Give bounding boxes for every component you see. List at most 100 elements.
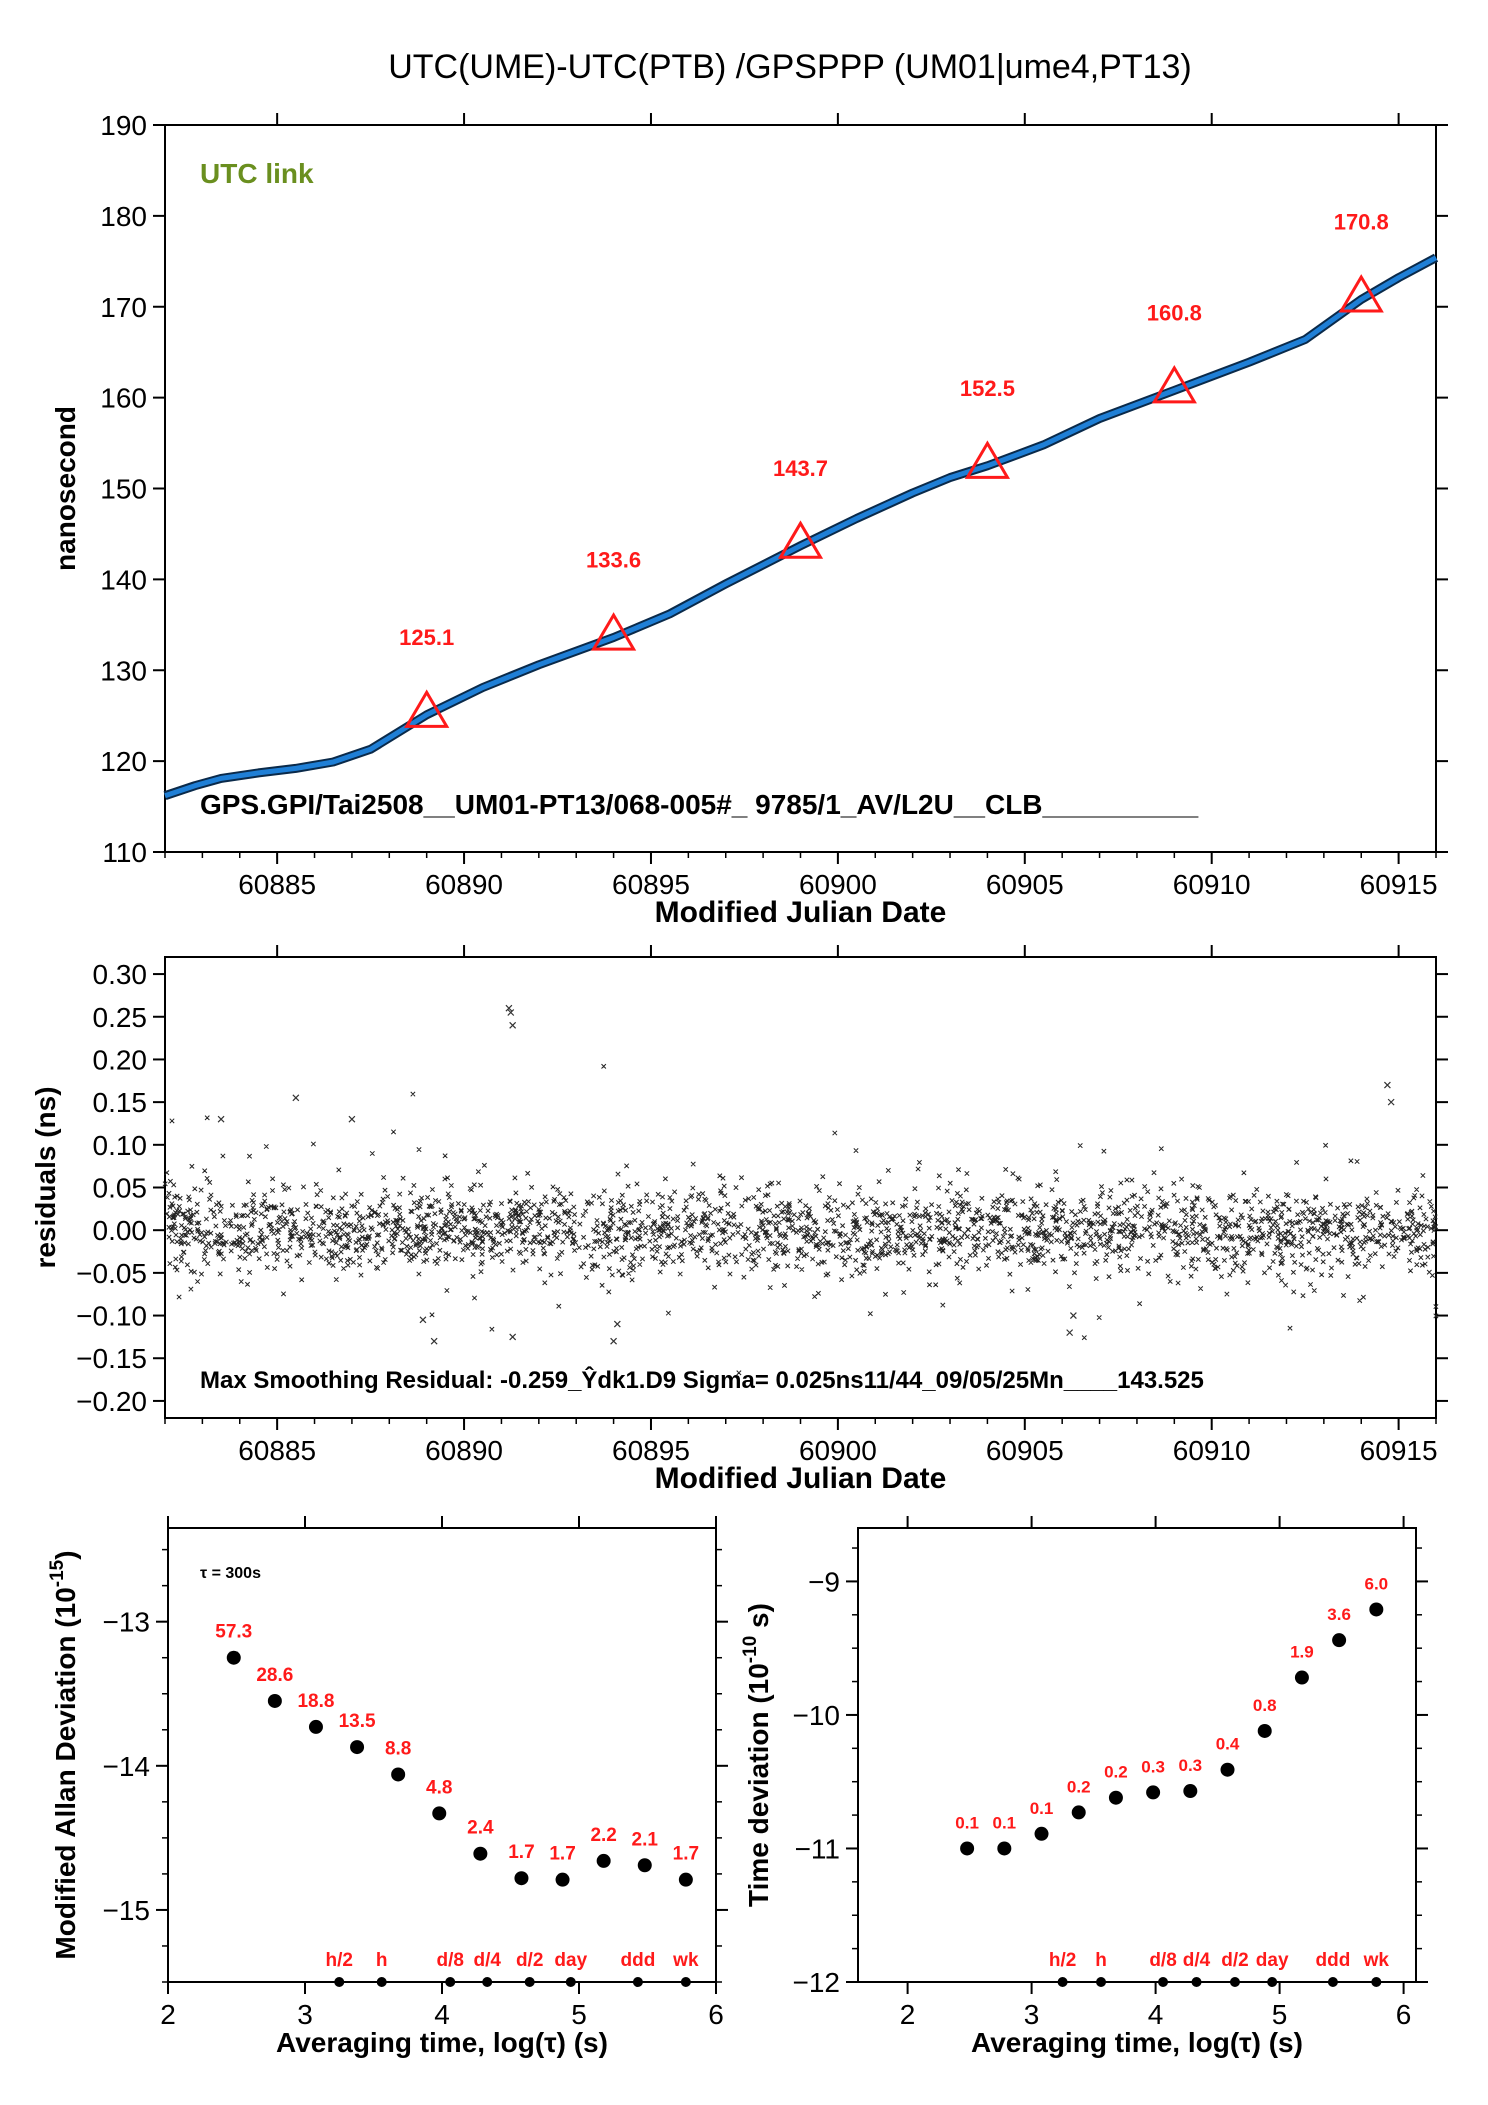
residuals-ytick-label: 0.20 bbox=[93, 1044, 148, 1075]
mdev-frame bbox=[167, 1527, 717, 1983]
offset-value-label: 152.5 bbox=[960, 376, 1015, 401]
mdev-point bbox=[350, 1740, 365, 1755]
mdev-interval-marker bbox=[524, 1977, 535, 1987]
tdev-point-label: 0.1 bbox=[1030, 1799, 1054, 1818]
offset-triangle-marker bbox=[964, 440, 1011, 479]
tdev-point bbox=[997, 1841, 1012, 1856]
offset-plot: 60885 60890 60895 60900 60905 60910 60915 110 12… bbox=[50, 110, 1448, 929]
mdev-interval-marker bbox=[482, 1977, 493, 1987]
tdev-xtick-label: 4 bbox=[1148, 1999, 1164, 2030]
mdev-point-label: 1.7 bbox=[549, 1844, 575, 1865]
tdev-interval-label: d/8 bbox=[1149, 1950, 1176, 1971]
mdev-interval-label: h/2 bbox=[326, 1950, 353, 1971]
tdev-point-label: 1.9 bbox=[1290, 1643, 1314, 1662]
residuals-footer-text: Max Smoothing Residual: -0.259_Ŷdk1.D9 S… bbox=[200, 1366, 1204, 1394]
mdev-xtick-label: 5 bbox=[571, 1999, 587, 2030]
residuals-outlier-point bbox=[507, 1009, 515, 1016]
tdev-xlabel: Averaging time, log(τ) (s) bbox=[971, 2027, 1303, 2058]
tdev-point bbox=[1369, 1602, 1384, 1617]
tdev-ylabel: Time deviation (10-10 s) bbox=[740, 1603, 774, 1907]
chart-title: UTC(UME)-UTC(PTB) /GPSPPP (UM01|ume4,PT1… bbox=[388, 48, 1192, 86]
residuals-ytick-label: 0.25 bbox=[93, 1002, 148, 1033]
residuals-ytick-label: 0.30 bbox=[93, 959, 148, 990]
tdev-point bbox=[1034, 1826, 1049, 1841]
tdev-ytick-label: −12 bbox=[793, 1967, 841, 1998]
tdev-interval-label: h bbox=[1095, 1950, 1107, 1971]
residuals-ytick-label: −0.05 bbox=[76, 1258, 147, 1289]
residuals-ytick-label: 0.10 bbox=[93, 1130, 148, 1161]
tdev-point-label: 3.6 bbox=[1327, 1605, 1351, 1624]
offset-xtick-label: 60915 bbox=[1360, 869, 1438, 900]
residuals-outlier-point bbox=[505, 1004, 513, 1012]
utc-link-label: UTC link bbox=[200, 158, 314, 189]
tdev-xtick-label: 5 bbox=[1272, 1999, 1288, 2030]
mdev-interval-marker bbox=[565, 1977, 576, 1987]
mdev-point bbox=[637, 1858, 652, 1873]
tdev-interval-label: d/2 bbox=[1221, 1950, 1248, 1971]
tdev-interval-marker bbox=[1267, 1977, 1278, 1987]
tdev-ylabel-close: s) bbox=[743, 1603, 774, 1636]
residuals-xtick-label: 60890 bbox=[425, 1435, 503, 1466]
residuals-outlier-point bbox=[509, 1333, 517, 1341]
mdev-ytick-label: −13 bbox=[103, 1607, 151, 1638]
tdev-point-label: 0.2 bbox=[1104, 1763, 1128, 1782]
offset-ytick-label: 180 bbox=[100, 201, 147, 232]
mdev-point bbox=[267, 1693, 282, 1708]
offset-ytick-label: 170 bbox=[100, 292, 147, 323]
residuals-outlier-point bbox=[1383, 1081, 1391, 1089]
tdev-plot: 2 3 4 5 6 −12 −11 −10 −9 Averaging time, log(τ) (… bbox=[740, 1516, 1428, 2058]
mdev-ylabel-exponent: -15 bbox=[47, 1559, 68, 1587]
offset-value-label: 160.8 bbox=[1147, 300, 1202, 325]
tdev-point bbox=[1183, 1784, 1198, 1799]
residuals-xlabel: Modified Julian Date bbox=[655, 1462, 947, 1495]
offset-triangle-marker bbox=[1338, 274, 1384, 313]
tdev-xtick-label: 2 bbox=[900, 1999, 916, 2030]
offset-ytick-label: 110 bbox=[102, 837, 147, 868]
offset-ytick-label: 120 bbox=[100, 746, 147, 777]
mdev-ytick-label: −15 bbox=[103, 1895, 151, 1926]
mdev-interval-label: h bbox=[376, 1950, 388, 1971]
residuals-outlier-point bbox=[1069, 1312, 1077, 1319]
tdev-interval-marker bbox=[1158, 1977, 1169, 1987]
mdev-point-label: 28.6 bbox=[256, 1665, 293, 1686]
offset-value-label: 170.8 bbox=[1334, 209, 1389, 234]
residuals-outlier-point bbox=[610, 1337, 618, 1345]
tdev-xtick-label: 3 bbox=[1024, 1999, 1040, 2030]
offset-triangle-marker bbox=[590, 612, 637, 651]
mdev-point bbox=[226, 1650, 241, 1665]
mdev-point-label: 8.8 bbox=[385, 1738, 411, 1759]
offset-ytick-label: 160 bbox=[100, 383, 147, 414]
offset-xtick-label: 60900 bbox=[799, 869, 877, 900]
residuals-xtick-label: 60895 bbox=[612, 1435, 690, 1466]
mdev-ylabel-close: ) bbox=[50, 1550, 81, 1559]
mdev-point-label: 13.5 bbox=[339, 1711, 376, 1732]
tdev-interval-marker bbox=[1057, 1977, 1068, 1987]
mdev-point-label: 4.8 bbox=[426, 1777, 452, 1798]
offset-series-line-edge bbox=[163, 253, 1439, 800]
mdev-note: τ = 300s bbox=[200, 1565, 261, 1582]
tdev-point-label: 0.3 bbox=[1178, 1756, 1202, 1775]
tdev-point-label: 6.0 bbox=[1364, 1574, 1388, 1593]
tdev-point-label: 0.1 bbox=[992, 1813, 1016, 1832]
mdev-interval-label: ddd bbox=[620, 1950, 655, 1971]
mdev-point-label: 2.4 bbox=[467, 1818, 494, 1839]
residuals-ytick-label: 0.00 bbox=[93, 1215, 148, 1246]
tdev-frame bbox=[857, 1527, 1417, 1983]
tdev-interval-label: h/2 bbox=[1049, 1950, 1076, 1971]
residuals-ytick-label: −0.15 bbox=[76, 1343, 147, 1374]
offset-ytick-label: 140 bbox=[100, 564, 147, 595]
offset-xtick-label: 60905 bbox=[986, 869, 1064, 900]
tdev-interval-marker bbox=[1229, 1977, 1240, 1987]
offset-xlabel: Modified Julian Date bbox=[655, 896, 947, 929]
tdev-ytick-label: −10 bbox=[793, 1700, 841, 1731]
residuals-plot: 60885 60890 60895 60900 60905 60910 60915 −0.20… bbox=[30, 945, 1448, 1495]
offset-value-label: 125.1 bbox=[399, 625, 454, 650]
mdev-xlabel: Averaging time, log(τ) (s) bbox=[276, 2027, 608, 2058]
offset-frame bbox=[164, 124, 1437, 853]
tdev-interval-label: wk bbox=[1363, 1950, 1390, 1971]
mdev-point-label: 57.3 bbox=[215, 1622, 252, 1643]
mdev-interval-label: wk bbox=[672, 1950, 699, 1971]
mdev-point bbox=[432, 1806, 447, 1821]
mdev-interval-marker bbox=[334, 1977, 345, 1987]
mdev-interval-label: d/8 bbox=[436, 1950, 463, 1971]
